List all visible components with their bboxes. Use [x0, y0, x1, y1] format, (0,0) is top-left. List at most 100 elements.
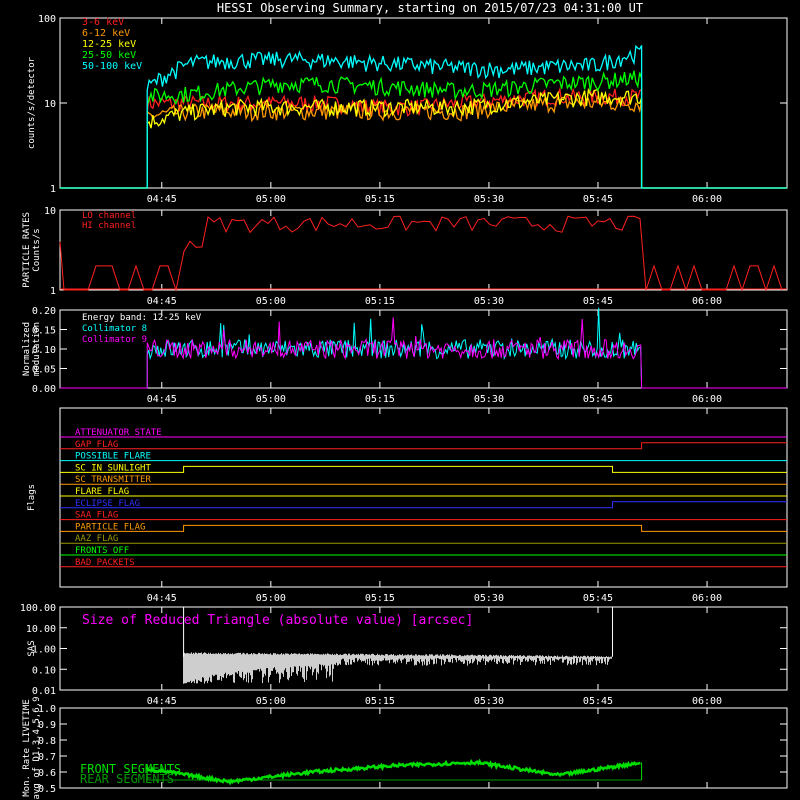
series-line-50-100-keV [60, 44, 787, 189]
x-tick-label: 05:00 [256, 696, 286, 707]
x-tick-label: 04:45 [147, 194, 177, 205]
legend-entry: HI channel [82, 221, 136, 231]
x-tick-label: 04:45 [147, 296, 177, 307]
flag-label: SC TRANSMITTER [75, 475, 151, 485]
x-tick-label: 05:30 [474, 593, 504, 604]
flag-label: PARTICLE FLAG [75, 522, 145, 532]
y-axis-label: counts/s/detector [27, 56, 37, 149]
panel-2-frame [59, 209, 788, 291]
flag-label: ECLIPSE FLAG [75, 499, 140, 509]
x-tick-label: 06:00 [692, 194, 722, 205]
legend-entry: FRONT SEGMENTS [80, 762, 181, 776]
y-axis-label: avg of D1,3,4,5,6,9 [32, 697, 42, 800]
x-tick-label: 04:45 [147, 696, 177, 707]
x-tick-label: 06:00 [692, 696, 722, 707]
sas-series [183, 652, 612, 684]
x-tick-label: 05:15 [365, 394, 395, 405]
legend-entry: 3-6 keV [82, 17, 124, 28]
y-tick-label: 0.10 [32, 665, 56, 676]
x-tick-label: 05:30 [474, 696, 504, 707]
legend-entry: 12-25 keV [82, 39, 136, 50]
chart-title: HESSI Observing Summary, starting on 201… [217, 1, 643, 15]
y-tick-label: 0.20 [32, 306, 56, 317]
x-tick-label: 05:15 [365, 194, 395, 205]
y-axis-label: modulation [32, 322, 42, 376]
y-tick-label: 0.9 [38, 720, 56, 731]
y-tick-label: 10 [44, 206, 56, 217]
x-tick-label: 06:00 [692, 394, 722, 405]
x-tick-label: 05:00 [256, 194, 286, 205]
x-tick-label: 05:00 [256, 593, 286, 604]
y-tick-label: 0.8 [38, 736, 56, 747]
flag-label: SC IN SUNLIGHT [75, 463, 151, 473]
x-tick-label: 05:30 [474, 394, 504, 405]
y-tick-label: 10 [44, 99, 56, 110]
y-tick-label: 0.00 [32, 384, 56, 395]
x-tick-label: 04:45 [147, 593, 177, 604]
x-tick-label: 05:45 [583, 696, 613, 707]
panel-6-frame [59, 707, 788, 789]
y-axis-label: SAS [27, 640, 37, 656]
series-line-12-25-keV [60, 87, 787, 189]
x-tick-label: 05:15 [365, 593, 395, 604]
y-tick-label: 0.5 [38, 784, 56, 795]
x-tick-label: 05:45 [583, 296, 613, 307]
y-axis-label: PARTICLE RATES [22, 212, 32, 288]
energy-band-annotation: Energy band: 12-25 keV [82, 313, 202, 323]
series-line-6-12-keV [60, 94, 787, 189]
y-tick-label: 0.01 [32, 686, 56, 697]
panel-1-frame [59, 17, 788, 189]
legend-entry: Collimator 9 [82, 335, 147, 345]
x-tick-label: 05:15 [365, 696, 395, 707]
flag-label: FLARE FLAG [75, 487, 129, 497]
flag-label: SAA FLAG [75, 511, 118, 521]
series-line-Collimator-9 [60, 317, 787, 389]
x-tick-label: 06:00 [692, 296, 722, 307]
y-tick-label: 0.7 [38, 752, 56, 763]
legend-entry: LO channel [82, 211, 136, 221]
x-tick-label: 06:00 [692, 593, 722, 604]
x-tick-label: 04:45 [147, 394, 177, 405]
legend-entry: 25-50 keV [82, 50, 136, 61]
panel-4-frame [59, 407, 788, 588]
flag-label: FRONTS OFF [75, 546, 129, 556]
x-tick-label: 05:30 [474, 194, 504, 205]
series-line-3-6-keV [60, 86, 787, 189]
y-tick-label: 10.00 [26, 624, 56, 635]
y-tick-label: 0.10 [32, 345, 56, 356]
legend-entry: REAR SEGMENTS [80, 772, 174, 786]
y-tick-label: 0.15 [32, 326, 56, 337]
legend-entry: 6-12 keV [82, 28, 130, 39]
x-tick-label: 05:30 [474, 296, 504, 307]
flag-line [60, 501, 787, 509]
flag-label: BAD PACKETS [75, 558, 135, 568]
y-tick-label: 100.00 [20, 603, 56, 614]
y-axis-label: Mon. Rate LIVETIME [22, 699, 32, 797]
y-tick-label: 100 [38, 14, 56, 25]
x-tick-label: 05:45 [583, 593, 613, 604]
flag-line [60, 465, 787, 473]
legend-entry: Collimator 8 [82, 324, 147, 334]
flag-label: ATTENUATOR STATE [75, 428, 162, 438]
series-line-HI-channel [59, 215, 783, 292]
y-tick-label: 0.05 [32, 365, 56, 376]
y-tick-label: 1.00 [32, 645, 56, 656]
y-tick-label: 0.6 [38, 768, 56, 779]
x-tick-label: 05:00 [256, 394, 286, 405]
flag-line [60, 524, 787, 532]
flag-label: AAZ FLAG [75, 534, 118, 544]
series-line-FRONT-SEGMENTS [146, 758, 641, 786]
x-tick-label: 05:45 [583, 394, 613, 405]
x-tick-label: 05:45 [583, 194, 613, 205]
legend-entry: 50-100 keV [82, 61, 142, 72]
y-tick-label: 1.0 [38, 704, 56, 715]
flag-label: POSSIBLE FLARE [75, 452, 151, 462]
y-axis-label: Flags [27, 484, 37, 511]
flag-label: GAP FLAG [75, 440, 118, 450]
x-tick-label: 05:15 [365, 296, 395, 307]
y-axis-label: Counts/s [32, 228, 42, 271]
y-tick-label: 1 [50, 286, 56, 297]
flag-line [60, 442, 787, 450]
y-tick-label: 1 [50, 184, 56, 195]
